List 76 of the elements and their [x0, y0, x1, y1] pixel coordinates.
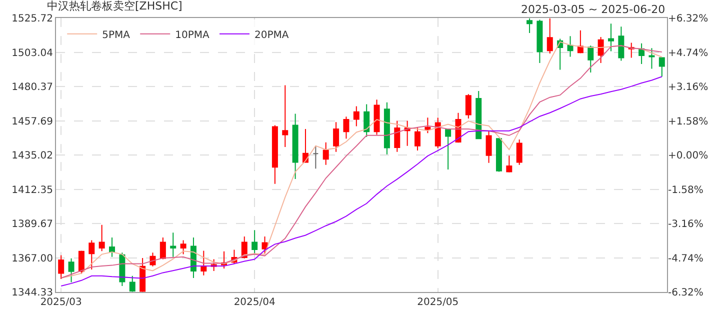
y-tick-label: 1525.72 [12, 14, 53, 24]
candlestick [486, 130, 492, 164]
candlestick [322, 142, 329, 166]
y2-tick-label: +1.58% [668, 116, 708, 128]
candlestick [638, 42, 645, 64]
candlestick [170, 232, 176, 258]
y2-tick-label: +3.16% [668, 82, 708, 93]
candlestick [618, 26, 624, 62]
y-tick-label: 1367.00 [12, 253, 53, 264]
y-tick-label: 1344.33 [12, 288, 53, 298]
candlestick [312, 145, 319, 170]
candlestick [353, 106, 360, 127]
candlestick [394, 120, 400, 152]
candlestick [98, 224, 105, 252]
candlestick [160, 237, 166, 260]
candlestick [282, 84, 288, 148]
y2-tick-label: +0.00% [668, 150, 708, 162]
candlestick [658, 57, 665, 78]
x-tick-label: 2025/03 [40, 297, 82, 308]
y-tick-label: 1480.37 [12, 82, 53, 93]
candlestick [424, 117, 431, 134]
legend-label: 20PMA [254, 30, 289, 41]
y2-tick-label: -6.32% [668, 288, 704, 298]
chart-subtitle: 2025-03-05 ~ 2025-06-20 [521, 3, 666, 16]
candlestick [200, 250, 207, 276]
candlestick [88, 240, 95, 270]
candlestick [588, 45, 594, 74]
candlestick [445, 129, 452, 170]
candlestick [292, 113, 298, 180]
candlestick [129, 275, 136, 292]
candlestick [476, 90, 482, 140]
y2-tick-label: +6.32% [668, 14, 708, 24]
candlestick [577, 30, 584, 54]
candlestick [506, 155, 512, 173]
candlestick [496, 138, 502, 172]
candlestick [598, 36, 604, 64]
candlestick [465, 94, 472, 119]
candlestick [302, 128, 308, 163]
candlestick [343, 116, 350, 140]
candlestick [78, 250, 84, 274]
candlestick [526, 18, 533, 34]
candlestick [648, 48, 655, 70]
y-tick-label: 1412.35 [12, 184, 53, 196]
y-tick-label: 1503.04 [12, 48, 53, 59]
candlestick [384, 102, 390, 155]
y-tick-label: 1457.69 [12, 116, 53, 128]
candlestick [536, 19, 543, 64]
candlestick [414, 126, 420, 152]
legend-label: 10PMA [175, 30, 210, 41]
legend-label: 5PMA [102, 30, 130, 41]
candlestick [374, 99, 380, 136]
candlestick [516, 138, 522, 166]
y2-tick-label: -4.74% [668, 253, 704, 264]
x-tick-label: 2025/04 [234, 297, 276, 308]
candlestick [333, 122, 340, 152]
chart-title: 中汉热轧卷板卖空[ZHSHC] [47, 0, 182, 13]
line-series [60, 76, 662, 286]
candlestick [252, 230, 258, 255]
y2-tick-label: -1.58% [668, 184, 704, 196]
candlestick [434, 117, 441, 149]
y-tick-label: 1435.02 [12, 150, 53, 162]
y-tick-label: 1389.67 [12, 219, 53, 230]
candlestick [58, 254, 64, 280]
candlestick [119, 252, 126, 286]
candlestick [546, 18, 553, 54]
candlestick [608, 23, 614, 52]
candlestick [109, 237, 115, 258]
candlestick [140, 258, 146, 292]
x-tick-label: 2025/05 [417, 297, 459, 308]
candlestick [364, 104, 370, 138]
candlestick [567, 36, 574, 58]
candlestick [180, 240, 186, 255]
candlestick [68, 258, 74, 283]
candlestick [272, 124, 278, 184]
y2-tick-label: +4.74% [668, 48, 708, 59]
y2-tick-label: -3.16% [668, 219, 704, 230]
